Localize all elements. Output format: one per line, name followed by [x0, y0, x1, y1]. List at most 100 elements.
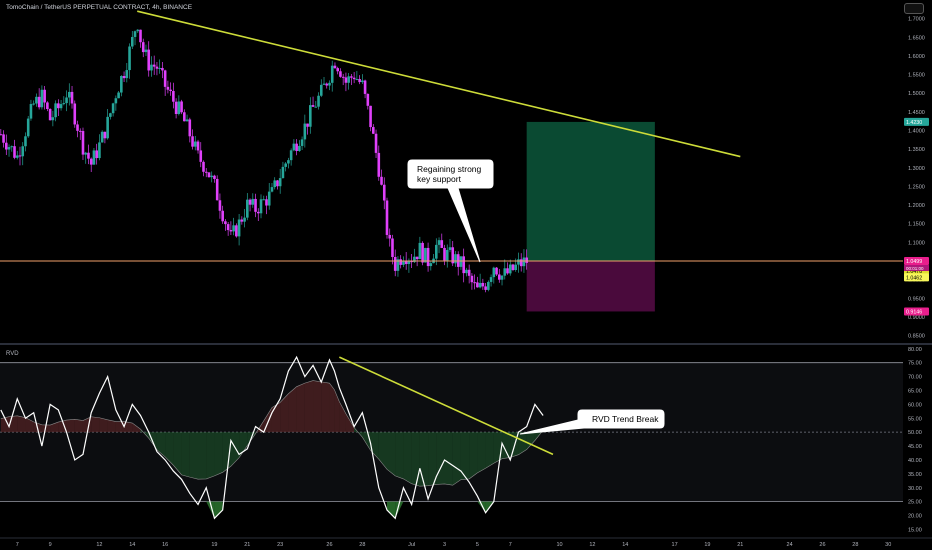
candle-body [388, 234, 392, 239]
rvd-shade [411, 432, 420, 487]
time-axis[interactable]: 7 9 12 14 16 19 21 23 26 28 Jul 3 5 7 10 12 14 17 19 21 24 26… [0, 537, 932, 548]
rvd-oversold-fill [214, 501, 223, 519]
candle-body [125, 70, 129, 79]
candle-body [366, 93, 370, 106]
rvd-shade [419, 432, 429, 487]
candle-body [232, 225, 235, 232]
rvd-shade [345, 413, 355, 433]
rvd-axis[interactable]: 80.00 75.00 70.00 65.00 60.00 55.00 50.00 45.00… [908, 347, 922, 534]
candle-body [451, 247, 455, 264]
candle-body [484, 286, 487, 290]
time-tick-label: 10 [556, 542, 562, 548]
candle-body [166, 86, 170, 90]
candle-body [380, 176, 383, 185]
time-tick-label: 9 [49, 542, 52, 548]
support-callout-bubble [407, 159, 494, 263]
support-callout[interactable]: Regaining strong key support [407, 159, 494, 263]
price-tick-label: 1.3000 [908, 166, 925, 172]
candle-body [319, 84, 323, 96]
candle-body [122, 75, 126, 79]
rvd-shade [173, 432, 182, 475]
candle-body [459, 256, 463, 267]
candle-body [358, 79, 361, 83]
candle-body [462, 256, 465, 274]
candle-body [497, 274, 501, 280]
price-tick-label: 1.1500 [908, 222, 925, 228]
symbol-title[interactable]: TomoChain / TetherUS PERPETUAL CONTRACT,… [6, 4, 193, 11]
time-tick-label: 7 [16, 542, 19, 548]
candle-body [508, 264, 512, 274]
candle-body [470, 275, 474, 283]
candle-body [248, 199, 252, 205]
rvd-shade [469, 432, 478, 479]
rvd-shade [339, 401, 346, 433]
candle-body [98, 142, 101, 159]
candle-body [84, 152, 88, 155]
candles [0, 29, 528, 293]
candle-body [476, 282, 479, 288]
time-tick-label: 30 [885, 542, 891, 548]
candle-body [54, 103, 57, 118]
candle-body [377, 152, 381, 177]
time-tick-label: 26 [819, 542, 825, 548]
candle-body [415, 256, 419, 260]
candle-body [87, 152, 90, 159]
candle-body [202, 161, 205, 172]
rvd-shade [107, 419, 116, 433]
badge-current-label: 1.0499 [906, 259, 922, 265]
rvd-oversold-fill [206, 501, 215, 519]
rvd-callout[interactable]: RVD Trend Break [519, 409, 665, 435]
candle-body [495, 267, 498, 275]
rvd-pane[interactable] [0, 355, 903, 520]
candle-body [500, 275, 504, 280]
candle-body [7, 147, 11, 150]
time-tick-label: 14 [129, 542, 135, 548]
badge-target-label: 1.4230 [906, 120, 922, 126]
candle-body [404, 261, 408, 265]
candle-body [492, 267, 496, 278]
time-tick-label: Jul [408, 542, 415, 548]
price-tick-label: 1.2500 [908, 184, 925, 190]
candle-body [70, 91, 74, 104]
time-tick-label: 3 [443, 542, 446, 548]
candle-body [21, 146, 25, 157]
candle-body [265, 199, 268, 206]
rvd-tick-label: 15.00 [908, 527, 922, 533]
candle-body [322, 83, 326, 85]
rvd-indicator-label[interactable]: RVD [6, 351, 19, 357]
price-tick-label: 1.7000 [908, 17, 925, 23]
rvd-shade [329, 383, 335, 433]
price-lines [0, 10, 903, 262]
rvd-shade [334, 389, 340, 433]
rvd-shade [321, 381, 330, 433]
candle-body [59, 104, 63, 109]
candle-body [429, 263, 433, 267]
candle-body [503, 268, 507, 276]
time-tick-label: 24 [787, 542, 793, 548]
candle-body [262, 199, 266, 201]
rvd-callout-bubble [519, 409, 665, 435]
candle-body [177, 101, 181, 114]
candle-body [48, 108, 52, 121]
candle-body [150, 64, 153, 71]
candle-body [298, 145, 301, 151]
candle-body [333, 65, 337, 69]
rvd-shade [198, 432, 207, 480]
candle-body [51, 117, 55, 121]
rvd-shade [115, 421, 125, 433]
maximize-button[interactable] [904, 3, 924, 14]
badge-stop-label: 0.9146 [906, 309, 922, 315]
candle-body [43, 89, 46, 103]
candle-body [240, 219, 244, 222]
candle-body [385, 200, 389, 235]
candle-body [2, 134, 5, 143]
candle-body [363, 80, 367, 94]
candle-body [161, 67, 164, 71]
candle-body [437, 240, 441, 245]
candle-body [29, 104, 33, 119]
price-axis[interactable]: 1.7000 1.6500 1.6000 1.5500 1.5000 1.4500 1.40… [908, 17, 925, 340]
rvd-shade [502, 432, 511, 459]
candle-body [273, 180, 277, 188]
badge-level-b [904, 273, 929, 282]
